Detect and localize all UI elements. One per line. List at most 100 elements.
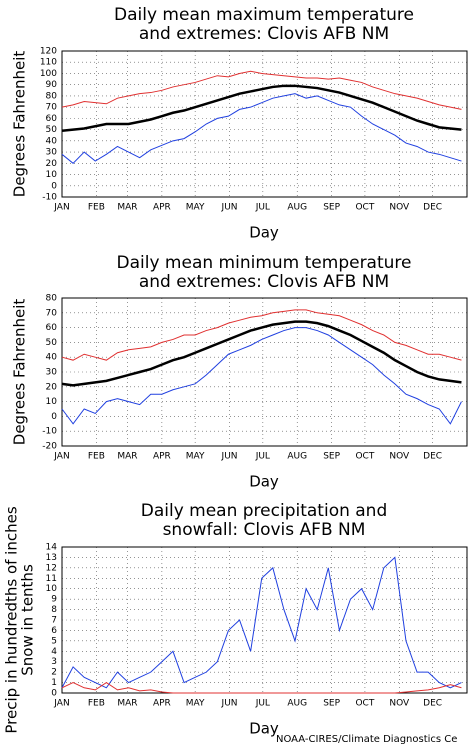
y-tick-label: 20 xyxy=(46,159,58,169)
y-axis-label: Degrees Fahrenheit xyxy=(11,51,29,198)
y-tick-label: 6 xyxy=(51,626,57,636)
y-tick-label: 30 xyxy=(46,368,58,378)
data-line xyxy=(61,70,462,110)
x-tick-label: MAR xyxy=(117,699,137,709)
x-tick-label: NOV xyxy=(389,452,410,462)
x-tick-label: FEB xyxy=(88,699,105,709)
x-tick-label: JAN xyxy=(53,203,69,213)
chart-title: Daily mean maximum temperature xyxy=(114,5,414,25)
y-tick-label: 70 xyxy=(46,308,58,318)
y-tick-label: 70 xyxy=(46,103,58,113)
x-tick-label: MAR xyxy=(117,452,137,462)
y-tick-label: 10 xyxy=(46,170,58,180)
y-tick-label: 11 xyxy=(46,574,57,584)
x-tick-label: NOV xyxy=(389,203,410,213)
y-tick-label: 0 xyxy=(51,412,57,422)
y-tick-label: 3 xyxy=(51,657,57,667)
x-tick-label: AUG xyxy=(287,699,307,709)
data-line xyxy=(61,320,462,387)
y-tick-label: 120 xyxy=(40,47,57,57)
x-tick-label: JUL xyxy=(255,203,270,213)
x-tick-label: JUN xyxy=(221,699,238,709)
chart-title: and extremes: Clovis AFB NM xyxy=(139,24,389,44)
y-tick-label: 110 xyxy=(40,58,57,68)
x-tick-label: APR xyxy=(153,699,171,709)
y-tick-label: 40 xyxy=(46,136,58,146)
y-axis-label: Snow in tenths xyxy=(19,564,37,676)
x-tick-label: AUG xyxy=(287,203,307,213)
y-tick-label: 12 xyxy=(46,563,57,573)
x-tick-label: MAY xyxy=(186,699,205,709)
y-tick-label: 14 xyxy=(46,543,58,553)
x-tick-label: OCT xyxy=(355,699,374,709)
y-tick-label: 0 xyxy=(51,689,57,699)
data-line xyxy=(61,309,462,361)
data-line xyxy=(61,93,462,164)
data-line xyxy=(61,681,462,694)
y-tick-label: 80 xyxy=(46,91,58,101)
y-tick-label: 60 xyxy=(46,114,58,124)
y-tick-label: 80 xyxy=(46,294,58,304)
y-tick-label: 1 xyxy=(51,678,57,688)
y-tick-label: 10 xyxy=(46,584,58,594)
x-tick-label: OCT xyxy=(355,203,374,213)
y-tick-label: 40 xyxy=(46,353,58,363)
y-tick-label: 8 xyxy=(51,605,57,615)
x-tick-label: APR xyxy=(153,203,171,213)
y-axis-label: Degrees Fahrenheit xyxy=(11,299,29,446)
data-line xyxy=(61,556,462,689)
chart-title: and extremes: Clovis AFB NM xyxy=(139,272,389,292)
x-tick-label: SEP xyxy=(323,452,340,462)
x-tick-label: JUN xyxy=(221,203,238,213)
x-axis-label: Day xyxy=(249,720,279,738)
x-tick-label: NOV xyxy=(389,699,410,709)
y-tick-label: 13 xyxy=(46,553,57,563)
x-tick-label: DEC xyxy=(423,699,442,709)
y-tick-label: 2 xyxy=(51,668,57,678)
x-tick-label: OCT xyxy=(355,452,374,462)
x-axis-label: Day xyxy=(249,224,279,242)
x-tick-label: AUG xyxy=(287,452,307,462)
x-tick-label: JAN xyxy=(53,452,69,462)
x-tick-label: APR xyxy=(153,452,171,462)
footer: NOAA-CIRES/Climate Diagnostics Ce xyxy=(276,734,457,745)
x-tick-label: SEP xyxy=(323,203,340,213)
y-tick-label: 100 xyxy=(40,69,57,79)
x-tick-label: JAN xyxy=(53,699,69,709)
chart-title: Daily mean precipitation and xyxy=(141,501,388,521)
y-tick-label: 0 xyxy=(51,181,57,191)
data-line xyxy=(61,84,462,132)
y-tick-label: -10 xyxy=(42,427,57,437)
x-tick-label: MAY xyxy=(186,452,205,462)
x-tick-label: MAY xyxy=(186,203,205,213)
y-tick-label: 50 xyxy=(46,338,58,348)
y-tick-label: 30 xyxy=(46,148,58,158)
chart-title: snowfall: Clovis AFB NM xyxy=(163,520,366,540)
y-tick-label: 10 xyxy=(46,397,58,407)
x-tick-label: DEC xyxy=(423,203,442,213)
x-tick-label: DEC xyxy=(423,452,442,462)
y-axis-label: Precip in hundredths of inches xyxy=(3,506,21,733)
y-tick-label: 4 xyxy=(51,647,57,657)
y-tick-label: 20 xyxy=(46,382,58,392)
x-tick-label: SEP xyxy=(323,699,340,709)
y-tick-label: -10 xyxy=(42,193,57,203)
y-tick-label: -20 xyxy=(42,442,57,452)
x-tick-label: JUL xyxy=(255,452,270,462)
x-tick-label: JUL xyxy=(255,699,270,709)
plot-frame xyxy=(61,297,468,447)
data-line xyxy=(61,327,462,425)
chart-title: Daily mean minimum temperature xyxy=(117,253,412,273)
y-tick-label: 50 xyxy=(46,125,58,135)
x-tick-label: MAR xyxy=(117,203,137,213)
x-axis-label: Day xyxy=(249,473,279,491)
x-tick-label: FEB xyxy=(88,203,105,213)
y-tick-label: 9 xyxy=(51,595,57,605)
y-tick-label: 90 xyxy=(46,80,58,90)
y-tick-label: 7 xyxy=(51,616,57,626)
y-tick-label: 60 xyxy=(46,323,58,333)
x-tick-label: FEB xyxy=(88,452,105,462)
y-tick-label: 5 xyxy=(51,636,57,646)
x-tick-label: JUN xyxy=(221,452,238,462)
